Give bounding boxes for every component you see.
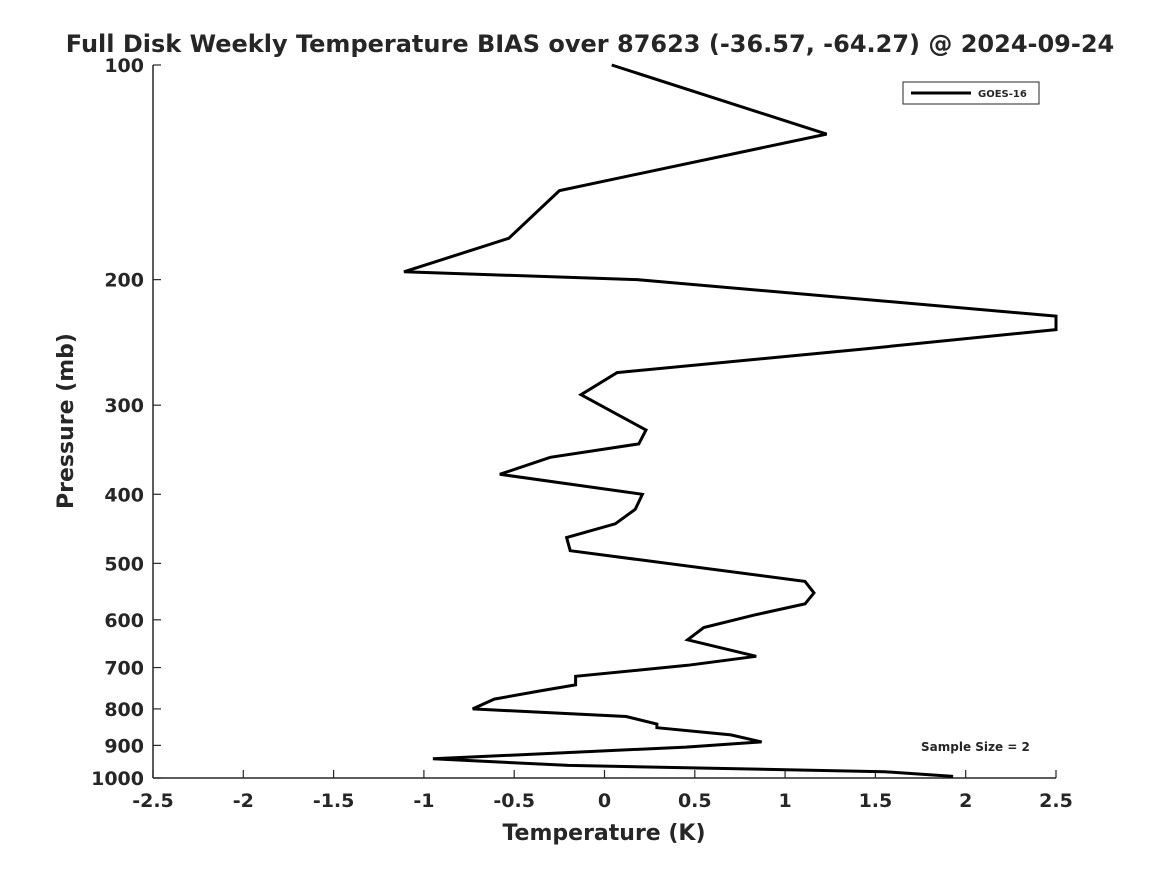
x-tick-label: -1 [413, 790, 434, 812]
y-tick-label: 700 [104, 658, 144, 680]
x-tick-label: 0.5 [678, 790, 712, 812]
y-axis-label: Pressure (mb) [54, 333, 79, 509]
y-axis-ticks: 100 200 300 400 500 600 700 800 900 1000 [91, 55, 161, 790]
x-tick-label: 0 [598, 790, 611, 812]
x-tick-label: -0.5 [493, 790, 535, 812]
x-tick-label: -2.5 [132, 790, 174, 812]
legend-series-name: GOES-16 [978, 89, 1027, 100]
y-tick-label: 100 [104, 55, 144, 77]
x-tick-label: 1 [778, 790, 791, 812]
x-tick-label: -2 [233, 790, 254, 812]
x-axis-ticks: -2.5 -2 -1.5 -1 -0.5 0 0.5 1 1.5 2 2.5 [132, 770, 1073, 812]
sample-size-annotation: Sample Size = 2 [921, 740, 1030, 754]
series-line-1 [403, 63, 1058, 778]
y-tick-label: 200 [104, 270, 144, 292]
x-axis-label: Temperature (K) [502, 821, 705, 846]
x-tick-label: 2.5 [1039, 790, 1073, 812]
y-tick-label: 300 [104, 395, 144, 417]
y-tick-label: 400 [104, 484, 144, 506]
y-tick-label: 600 [104, 610, 144, 632]
y-tick-label: 900 [104, 735, 144, 757]
y-tick-label: 1000 [91, 768, 144, 790]
x-tick-label: 1.5 [859, 790, 893, 812]
y-tick-label: 500 [104, 553, 144, 575]
x-tick-label: -1.5 [313, 790, 355, 812]
x-tick-label: 2 [959, 790, 972, 812]
legend: GOES-16 [902, 81, 1040, 105]
y-tick-label: 800 [104, 699, 144, 721]
series-layer [403, 63, 1058, 778]
chart-title: Full Disk Weekly Temperature BIAS over 8… [66, 30, 1114, 58]
